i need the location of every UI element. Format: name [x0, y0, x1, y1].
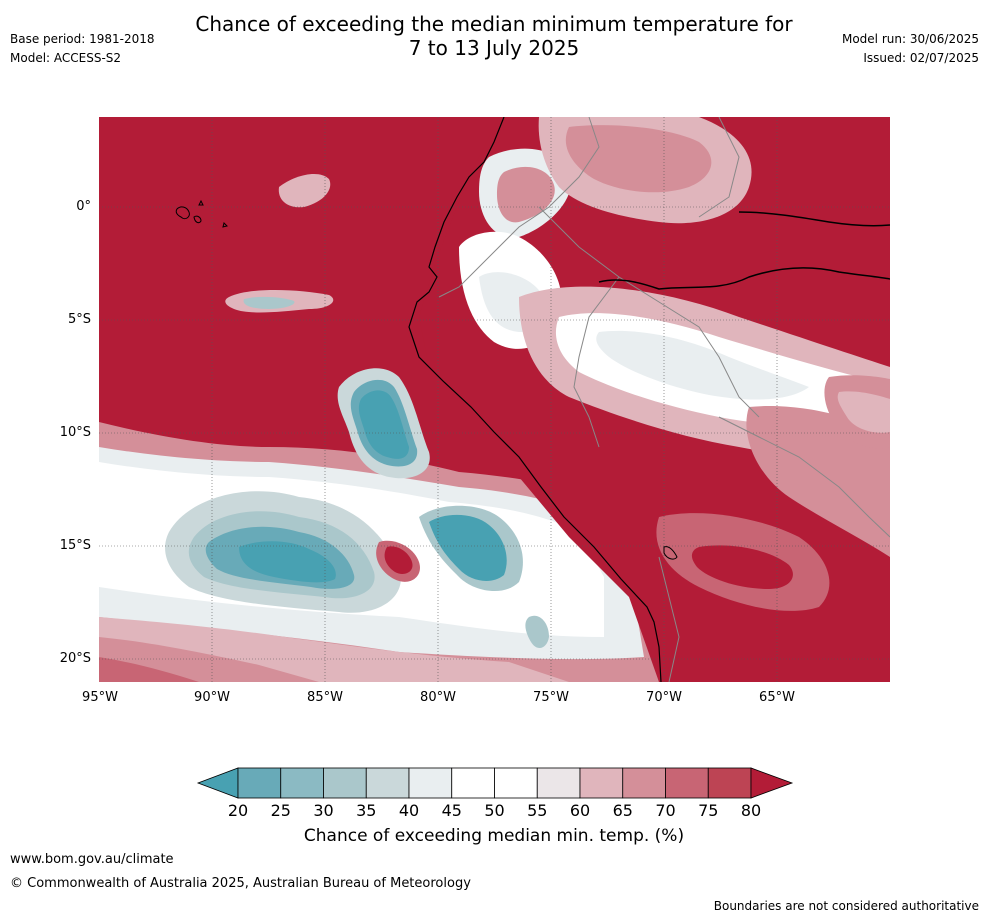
colorbar-tick-label: 30	[313, 801, 334, 820]
colorbar-segment	[536, 767, 581, 799]
colorbar-segment	[365, 767, 410, 799]
colorbar-tick-label: 35	[356, 801, 377, 820]
colorbar-tick-label: 55	[527, 801, 548, 820]
lake-titicaca	[663, 546, 678, 560]
colorbar-label: Chance of exceeding median min. temp. (%…	[303, 826, 685, 846]
graticule	[99, 117, 890, 682]
colorbar-tick-label: 80	[740, 801, 762, 820]
colorbar-tick-label: 65	[612, 801, 633, 820]
base-period: Base period: 1981-2018	[10, 32, 155, 46]
model-name: Model: ACCESS-S2	[10, 51, 122, 65]
colorbar-segments	[196, 767, 794, 799]
colorbar-arrow-low	[196, 767, 239, 799]
colorbar-tick-label: 75	[698, 801, 719, 820]
footer-copyright: © Commonwealth of Australia 2025, Austra…	[10, 876, 471, 891]
lon-label-75w: 75°W	[533, 690, 569, 705]
colorbar-segment	[665, 767, 709, 799]
footer-url[interactable]: www.bom.gov.au/climate	[10, 852, 174, 867]
title-line-1: Chance of exceeding the median minimum t…	[195, 12, 793, 36]
lat-label-20s: 20°S	[59, 651, 91, 666]
colorbar-segment	[237, 767, 282, 799]
lat-label-0: 0°	[76, 199, 91, 214]
lat-label-10s: 10°S	[59, 425, 91, 440]
colorbar-tick-label: 50	[484, 801, 505, 820]
lon-label-90w: 90°W	[194, 690, 230, 705]
colorbar-tick-label: 20	[227, 801, 249, 820]
colorbar-tick-label: 25	[270, 801, 291, 820]
colorbar-segment	[408, 767, 453, 799]
probability-map	[99, 117, 890, 682]
lon-label-80w: 80°W	[420, 690, 456, 705]
colorbar-segment	[280, 767, 324, 799]
lon-label-95w: 95°W	[82, 690, 118, 705]
galapagos-islands	[175, 199, 228, 228]
colorbar	[196, 767, 794, 799]
issued-date: Issued: 02/07/2025	[863, 51, 979, 65]
colorbar-segment	[579, 767, 624, 799]
lon-label-85w: 85°W	[307, 690, 343, 705]
colorbar-arrow-high	[750, 767, 794, 799]
map-title: Chance of exceeding the median minimum t…	[0, 12, 988, 60]
colorbar-tick-label: 60	[569, 801, 591, 820]
low-probability-zones	[165, 173, 549, 649]
colorbar-segment	[451, 767, 495, 799]
northern-river	[738, 211, 890, 227]
colorbar-segment	[494, 767, 538, 799]
lon-label-70w: 70°W	[646, 690, 682, 705]
colorbar-tick-label: 40	[398, 801, 420, 820]
colorbar-segment	[707, 767, 752, 799]
colorbar-tick-label: 70	[655, 801, 676, 820]
national-borders	[438, 117, 890, 682]
coastline	[408, 117, 662, 682]
model-run: Model run: 30/06/2025	[841, 32, 979, 46]
amazon-river	[598, 267, 890, 290]
lat-label-5s: 5°S	[67, 312, 91, 327]
colorbar-tick-label: 45	[441, 801, 462, 820]
colorbar-segment	[323, 767, 367, 799]
colorbar-segment	[622, 767, 666, 799]
title-line-2: 7 to 13 July 2025	[408, 36, 580, 60]
lon-label-65w: 65°W	[759, 690, 795, 705]
lat-label-15s: 15°S	[59, 538, 91, 553]
footer-disclaimer: Boundaries are not considered authoritat…	[713, 899, 979, 913]
